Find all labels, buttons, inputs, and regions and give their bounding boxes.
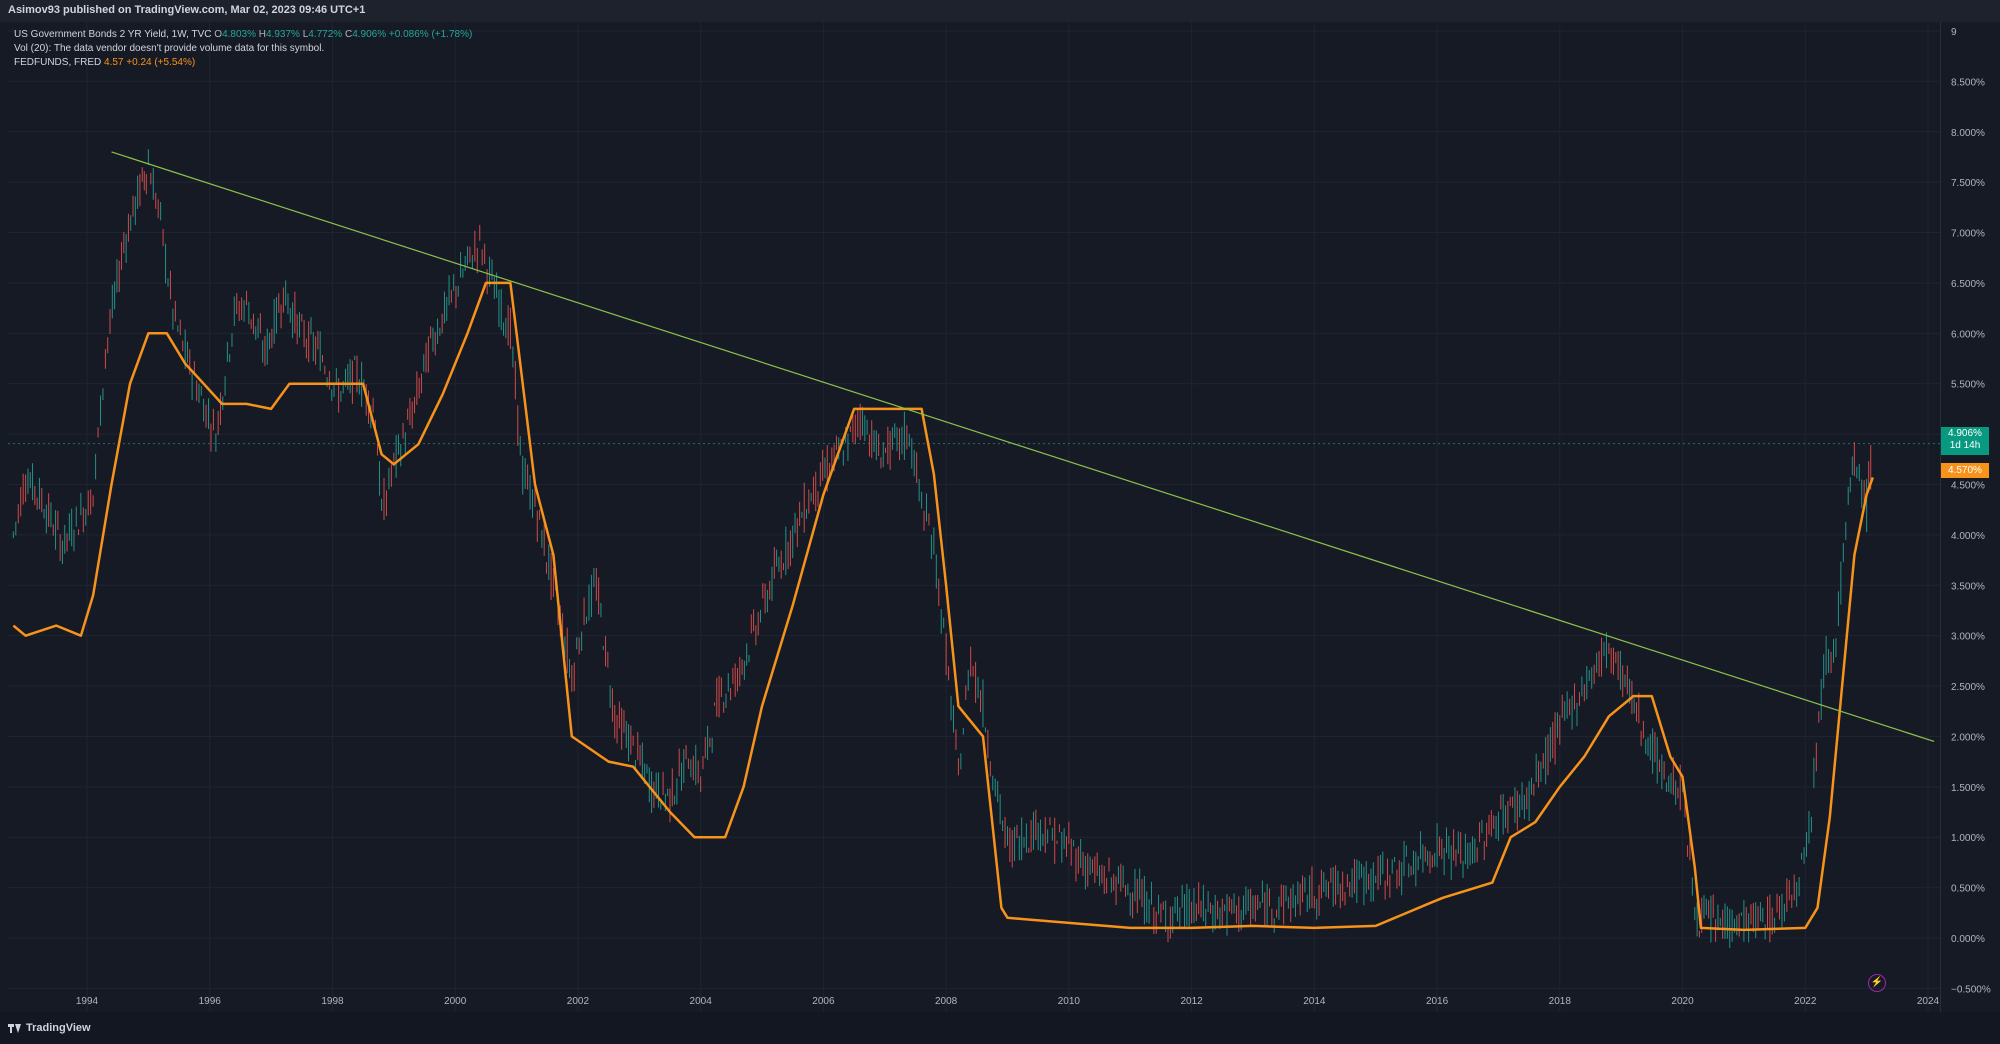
- fedfunds-price-badge: 4.570%: [1941, 463, 1989, 478]
- x-tick-label: 1998: [321, 996, 344, 1007]
- x-tick-label: 2018: [1549, 996, 1572, 1007]
- y-tick-label: 2.500%: [1951, 682, 1985, 693]
- publisher-bar: Asimov93 published on TradingView.com, M…: [0, 0, 2000, 22]
- chart-legend: US Government Bonds 2 YR Yield, 1W, TVC …: [14, 28, 472, 70]
- legend-fedfunds-change: +0.24 (+5.54%): [126, 57, 196, 68]
- bond-price-badge: 4.906% 1d 14h: [1941, 427, 1989, 455]
- x-tick-label: 2022: [1794, 996, 1817, 1007]
- y-tick-label: 7.000%: [1951, 229, 1985, 240]
- tradingview-logo-text: TradingView: [26, 1022, 91, 1034]
- legend-symbol-title: US Government Bonds 2 YR Yield, 1W, TVC: [14, 29, 212, 40]
- y-tick-label: 3.000%: [1951, 632, 1985, 643]
- bottom-bar: [0, 1012, 2000, 1044]
- price-scale[interactable]: [1940, 22, 2000, 1012]
- y-tick-label: 6.500%: [1951, 279, 1985, 290]
- legend-high-value: 4.937%: [266, 29, 300, 40]
- x-tick-label: 2010: [1058, 996, 1081, 1007]
- legend-fedfunds-row[interactable]: FEDFUNDS, FRED 4.57 +0.24 (+5.54%): [14, 56, 472, 70]
- bond-countdown-label: 1d 14h: [1949, 440, 1981, 451]
- x-tick-label: 2000: [444, 996, 467, 1007]
- legend-volume-text: Vol (20): The data vendor doesn't provid…: [14, 43, 325, 54]
- x-tick-label: 2008: [935, 996, 958, 1007]
- y-tick-label: 8.000%: [1951, 128, 1985, 139]
- y-tick-label: 2.000%: [1951, 732, 1985, 743]
- y-tick-label: 1.500%: [1951, 783, 1985, 794]
- legend-high-label: H: [258, 29, 266, 40]
- trendline: [111, 151, 1935, 743]
- x-tick-label: 2004: [690, 996, 713, 1007]
- y-tick-label: 0.000%: [1951, 934, 1985, 945]
- tradingview-logo-icon: [8, 1023, 22, 1033]
- legend-change-value: +0.086% (+1.78%): [388, 29, 473, 40]
- bond-price-label: 4.906%: [1948, 428, 1982, 439]
- fedfunds-price-label: 4.570%: [1948, 465, 1982, 476]
- legend-bond-row[interactable]: US Government Bonds 2 YR Yield, 1W, TVC …: [14, 28, 472, 42]
- x-tick-label: 2012: [1180, 996, 1203, 1007]
- y-tick-label: 5.500%: [1951, 380, 1985, 391]
- y-tick-label: 0.500%: [1951, 884, 1985, 895]
- legend-open-label: O: [214, 29, 223, 40]
- x-tick-label: 2006: [812, 996, 835, 1007]
- legend-low-value: 4.772%: [308, 29, 343, 40]
- legend-close-value: 4.906%: [352, 29, 387, 40]
- y-tick-label: −0.500%: [1951, 984, 1991, 995]
- y-tick-label: 4.500%: [1951, 481, 1985, 492]
- tradingview-logo[interactable]: TradingView: [8, 1022, 91, 1034]
- x-tick-label: 2024: [1917, 996, 1940, 1007]
- legend-close-label: C: [344, 29, 353, 40]
- legend-fedfunds-value: 4.57: [104, 57, 124, 68]
- y-tick-label: 9: [1951, 27, 1957, 38]
- y-tick-label: 6.000%: [1951, 329, 1985, 340]
- x-tick-label: 2014: [1303, 996, 1326, 1007]
- x-tick-label: 2020: [1671, 996, 1694, 1007]
- y-tick-label: 8.500%: [1951, 77, 1985, 88]
- chart-pane[interactable]: [0, 22, 1940, 1012]
- y-tick-label: 4.000%: [1951, 531, 1985, 542]
- legend-volume-row[interactable]: Vol (20): The data vendor doesn't provid…: [14, 42, 472, 56]
- publisher-text: Asimov93 published on TradingView.com, M…: [8, 4, 366, 16]
- lightning-icon[interactable]: ⚡: [1868, 974, 1886, 992]
- legend-open-value: 4.803%: [222, 29, 256, 40]
- y-tick-label: 3.500%: [1951, 581, 1985, 592]
- x-tick-label: 1994: [76, 996, 99, 1007]
- legend-low-label: L: [302, 29, 309, 40]
- legend-fedfunds-title: FEDFUNDS, FRED: [14, 57, 102, 68]
- fedfunds-line: [12, 281, 1874, 932]
- x-tick-label: 1996: [199, 996, 222, 1007]
- y-tick-label: 1.000%: [1951, 833, 1985, 844]
- x-tick-label: 2016: [1426, 996, 1449, 1007]
- x-tick-label: 2002: [567, 996, 590, 1007]
- y-tick-label: 7.500%: [1951, 178, 1985, 189]
